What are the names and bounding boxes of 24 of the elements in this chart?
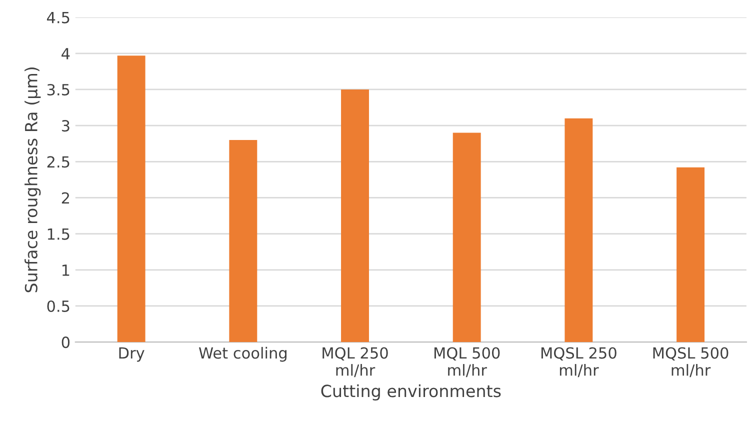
y-tick-label: 3.5 — [47, 84, 70, 96]
bar — [452, 132, 481, 342]
x-tick-label: Wet cooling — [198, 346, 286, 362]
y-tick-label: 4 — [62, 48, 70, 60]
bar — [117, 56, 146, 342]
y-tick-label: 4.5 — [46, 12, 70, 24]
x-tick-label: MQSL 500 ml/hr — [653, 347, 728, 378]
bar — [341, 89, 369, 342]
y-tick-label: 0.5 — [47, 300, 70, 312]
bar — [229, 140, 258, 342]
x-tick-label: Dry — [119, 347, 144, 362]
bar — [564, 118, 593, 342]
x-tick-label: MQL 250 ml/hr — [322, 347, 388, 378]
y-tick-label: 1.5 — [48, 228, 70, 240]
x-tick-label: MQL 500 ml/hr — [434, 347, 500, 378]
y-tick-label: 0 — [62, 336, 70, 348]
y-tick-label: 2.5 — [47, 156, 70, 168]
y-tick-label: 2 — [62, 192, 70, 204]
x-tick-label: MQSL 250 ml/hr — [541, 347, 616, 378]
y-tick-label: 1 — [62, 264, 70, 276]
bar — [676, 167, 705, 342]
x-axis-title: Cutting environments — [321, 384, 501, 401]
y-tick-label: 3 — [62, 120, 70, 132]
y-axis-title: Surface roughness Ra (μm) — [24, 68, 41, 292]
